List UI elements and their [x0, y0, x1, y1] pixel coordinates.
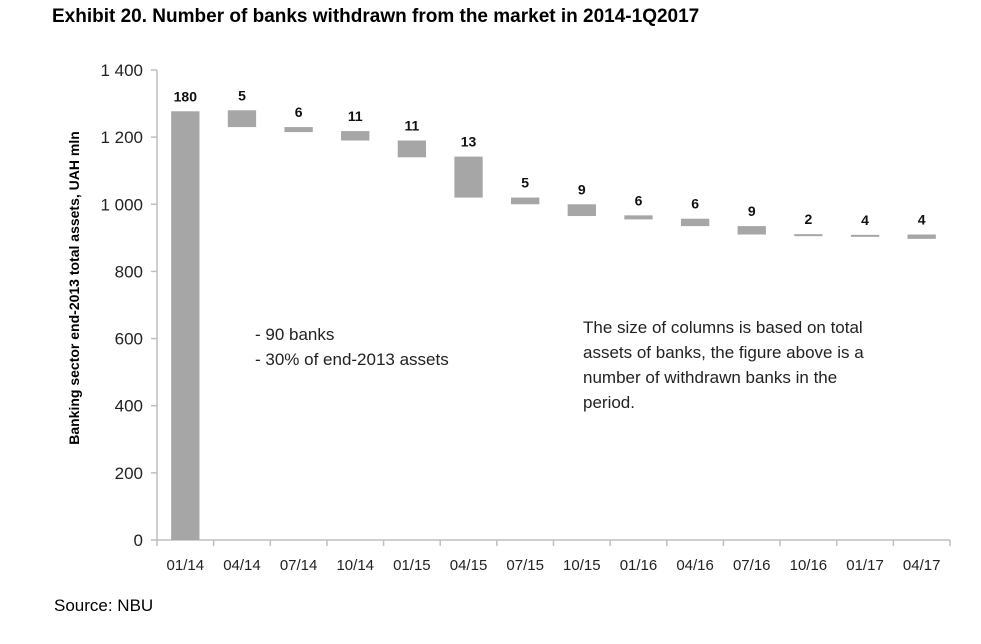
x-tick-label: 01/17	[846, 557, 884, 574]
annotation-line: assets of banks, the figure above is a	[583, 343, 864, 362]
data-label: 5	[521, 175, 529, 191]
y-axis-label: Banking sector end-2013 total assets, UA…	[66, 131, 82, 445]
bar	[284, 127, 313, 133]
bar	[454, 156, 483, 198]
x-tick-label: 10/16	[790, 557, 828, 574]
annotation-right: The size of columns is based on total ass…	[583, 318, 864, 412]
bar	[624, 215, 653, 220]
data-label: 9	[748, 203, 756, 219]
y-tick-label: 1 000	[100, 195, 143, 214]
bar	[680, 218, 710, 227]
annotation-line: period.	[583, 393, 635, 412]
x-tick-label: 04/14	[223, 557, 261, 574]
annotation-left: - 90 banks - 30% of end-2013 assets	[255, 325, 449, 369]
bar	[907, 234, 936, 239]
x-tick-label: 10/14	[336, 557, 374, 574]
data-label: 11	[404, 118, 419, 134]
x-tick-label: 04/17	[903, 557, 941, 574]
y-tick-label: 400	[115, 397, 143, 416]
annotation-line: number of withdrawn banks in the	[583, 368, 837, 387]
annotation-line: - 30% of end-2013 assets	[255, 350, 449, 369]
x-tick-label: 01/16	[620, 557, 658, 574]
annotation-line: - 90 banks	[255, 325, 334, 344]
x-tick-label: 01/14	[167, 557, 205, 574]
data-label: 6	[295, 104, 303, 120]
x-tick-label: 04/16	[676, 557, 714, 574]
data-label: 4	[918, 212, 926, 228]
data-label: 6	[691, 196, 699, 212]
bar	[227, 110, 257, 128]
y-tick-label: 800	[115, 262, 143, 281]
y-tick-label: 1 200	[100, 128, 143, 147]
bar	[397, 140, 427, 158]
data-label: 4	[861, 212, 869, 228]
data-label: 5	[238, 87, 246, 103]
data-label: 13	[461, 134, 477, 150]
y-axis: 0 200 400 600 800 1 000 1 200 1 400	[100, 61, 158, 550]
bar	[850, 234, 880, 237]
x-tick-label: 07/14	[280, 557, 318, 574]
y-tick-label: 200	[115, 464, 143, 483]
x-tick-label: 01/15	[393, 557, 431, 574]
data-labels: 180 5 6 11 11 13 5 9 6 6 9 2 4 4	[174, 87, 926, 228]
bar	[567, 204, 596, 217]
x-axis: 01/14 04/14 07/14 10/14 01/15 04/15 07/15 10/15…	[156, 539, 951, 574]
bar	[171, 111, 200, 541]
bar	[511, 197, 540, 205]
y-tick-label: 1 400	[100, 61, 143, 80]
data-label: 9	[578, 181, 586, 197]
x-tick-label: 10/15	[563, 557, 601, 574]
data-label: 11	[348, 108, 363, 124]
x-tick-label: 07/15	[506, 557, 544, 574]
bar	[794, 234, 823, 237]
chart-title: Exhibit 20. Number of banks withdrawn fr…	[52, 6, 700, 27]
bar	[737, 226, 766, 235]
y-tick-label: 600	[115, 330, 143, 349]
data-label: 6	[635, 192, 643, 208]
data-label: 180	[174, 88, 198, 104]
data-label: 2	[804, 211, 812, 227]
x-tick-label: 07/16	[733, 557, 771, 574]
source-note: Source: NBU	[54, 596, 154, 615]
x-tick-label: 04/15	[450, 557, 488, 574]
bars	[171, 110, 936, 541]
annotation-line: The size of columns is based on total	[583, 318, 863, 337]
y-tick-label: 0	[134, 531, 143, 550]
bar	[341, 131, 370, 141]
